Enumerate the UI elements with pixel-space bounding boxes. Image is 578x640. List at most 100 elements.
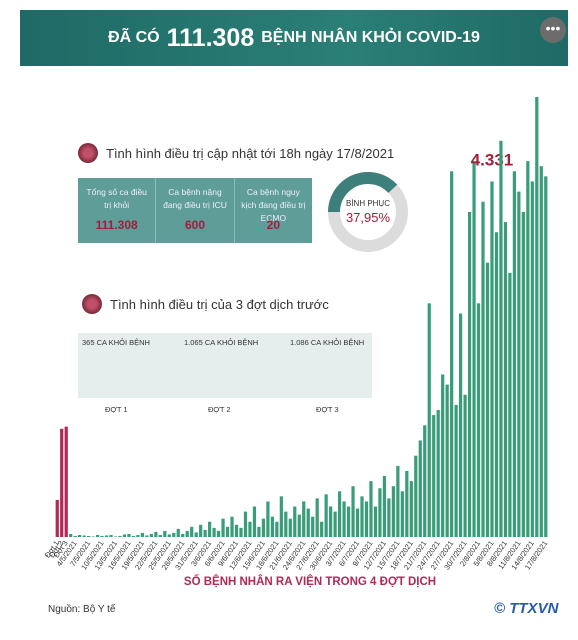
bar (360, 496, 364, 537)
section-title-text: Tình hình điều trị của 3 đợt dịch trước (110, 296, 329, 312)
wave-caption: 365 CA KHỎI BỆNH (82, 338, 150, 347)
bar (55, 499, 59, 537)
bar (503, 222, 508, 537)
bar (167, 534, 171, 537)
bar (333, 511, 337, 537)
stat-value: 111.308 (95, 218, 138, 232)
bar (243, 511, 248, 537)
bar (535, 97, 539, 537)
bar (266, 501, 270, 537)
waves-panel: 365 CA KHỎI BỆNH 1.065 CA KHỎI BỆNH 1.08… (78, 333, 372, 398)
bar (400, 491, 404, 537)
bar (364, 501, 369, 537)
bar (87, 535, 91, 537)
bar (297, 514, 301, 537)
bar (131, 535, 136, 537)
bar (136, 534, 140, 537)
header-prefix: ĐÃ CÓ (108, 29, 160, 46)
bar (203, 529, 207, 537)
bar (539, 166, 543, 538)
more-button[interactable]: ••• (540, 17, 566, 43)
bar (530, 181, 534, 537)
bar (476, 303, 481, 537)
bar (432, 415, 436, 537)
bar (351, 486, 355, 537)
bar (257, 526, 261, 537)
stat-value: 20 (266, 218, 280, 232)
bar (463, 394, 467, 537)
bar (315, 498, 319, 537)
bar (337, 491, 342, 537)
virus-icon (78, 143, 98, 163)
bar (225, 526, 230, 537)
bar (481, 201, 485, 537)
bar (521, 211, 525, 538)
wave-caption: 1.086 CA KHỎI BỆNH (290, 338, 365, 347)
bar (127, 533, 131, 537)
bar (279, 496, 283, 537)
bar (499, 140, 503, 537)
bar (212, 527, 216, 537)
bar (172, 532, 176, 537)
bar (436, 410, 440, 537)
stat-value: 600 (184, 218, 205, 232)
bar (275, 521, 279, 537)
bar (418, 440, 422, 537)
bar (69, 533, 73, 537)
bar (145, 535, 149, 537)
bar (154, 531, 158, 537)
bar (526, 161, 530, 537)
stat: Ca bệnh nguy kịch đang điều trị ECMO 20 (235, 178, 312, 243)
bar (329, 506, 333, 537)
bar (104, 535, 109, 537)
wave-name: ĐỢT 3 (316, 405, 339, 414)
bar (60, 428, 64, 537)
bar (458, 313, 463, 537)
bar (270, 516, 274, 537)
bar (194, 532, 198, 537)
stat: Tổng số ca điều trị khỏi 111.308 (78, 178, 157, 243)
bar (181, 533, 185, 537)
bar (239, 527, 243, 537)
bar (373, 506, 378, 537)
x-axis-label: SỐ BỆNH NHÂN RA VIỆN TRONG 4 ĐỢT DỊCH (184, 574, 436, 588)
bar (284, 511, 288, 537)
bar (199, 524, 203, 537)
stat-label: Tổng số ca điều trị khỏi (86, 187, 147, 210)
ring-arc (328, 172, 408, 252)
header-suffix: BỆNH NHÂN KHỎI COVID-19 (261, 29, 480, 46)
bar (122, 534, 127, 537)
bar (230, 516, 234, 537)
bar (490, 181, 494, 537)
bar (248, 521, 252, 537)
bar (261, 518, 266, 537)
bar (302, 501, 306, 537)
bar (382, 476, 387, 537)
bar (369, 481, 373, 537)
bar (454, 404, 458, 537)
bar (320, 521, 324, 537)
bar (324, 494, 328, 537)
stat-label: Ca bệnh nặng đang điều trị ICU (163, 187, 227, 210)
bar (405, 470, 409, 537)
bar (409, 481, 413, 537)
wave-name: ĐỢT 2 (208, 405, 231, 414)
virus-icon (82, 294, 102, 314)
bar (441, 374, 445, 537)
bar (378, 488, 382, 537)
stat: Ca bệnh nặng đang điều trị ICU 600 (156, 178, 235, 243)
bar (149, 533, 153, 537)
bar (445, 384, 449, 537)
bar (113, 536, 118, 537)
bar (423, 425, 427, 537)
source: Nguồn: Bộ Y tế (48, 604, 116, 615)
bar (306, 508, 310, 537)
bar (467, 211, 472, 538)
bar (512, 171, 516, 538)
bar (158, 534, 162, 537)
bar (208, 521, 212, 537)
bar (176, 528, 180, 537)
bar (355, 508, 360, 537)
